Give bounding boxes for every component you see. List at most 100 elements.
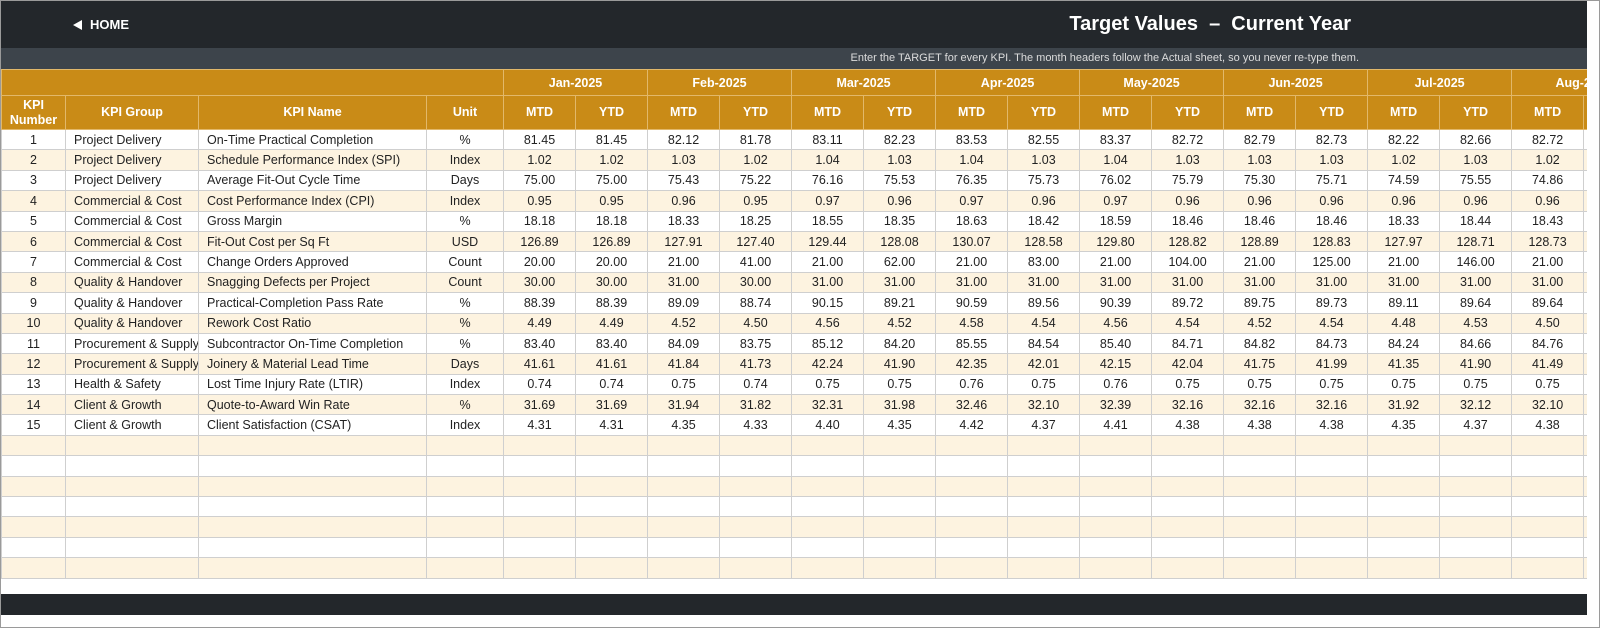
- top-bar: HOME Target Values – Current Year: [1, 1, 1587, 48]
- empty-cell: [1295, 557, 1369, 579]
- cell: 0.75: [1511, 373, 1585, 396]
- cell: [1583, 190, 1587, 212]
- cell: Days: [426, 169, 504, 192]
- instruction-text: Enter the TARGET for every KPI. The mont…: [850, 52, 1360, 64]
- cell: 127.91: [647, 230, 721, 253]
- cell: 75.43: [647, 169, 721, 192]
- cell: 8: [1, 271, 66, 294]
- cell: %: [426, 312, 504, 334]
- sub-header: YTD: [574, 95, 649, 130]
- empty-cell: [198, 496, 427, 518]
- cell: 128.83: [1295, 230, 1369, 253]
- cell: 85.12: [791, 332, 865, 355]
- cell: 4.35: [863, 414, 937, 436]
- cell: 0.96: [1295, 190, 1369, 212]
- cell: 31.00: [1511, 271, 1585, 294]
- cell: 4.38: [1295, 414, 1369, 436]
- month-header: Apr-2025: [935, 69, 1081, 96]
- empty-cell: [1151, 516, 1225, 538]
- cell: %: [426, 332, 504, 355]
- empty-cell: [503, 557, 576, 579]
- empty-cell: [1223, 496, 1297, 518]
- cell: 4.37: [1007, 414, 1081, 436]
- empty-cell: [791, 455, 865, 477]
- cell: 4.56: [791, 312, 865, 334]
- empty-cell: [1367, 434, 1441, 457]
- cell: 18.63: [935, 210, 1009, 232]
- cell: 41.73: [719, 353, 793, 375]
- footer-bar: [1, 594, 1587, 615]
- empty-row: [1, 516, 1587, 538]
- data-row: 7 Commercial & Cost Change Orders Approved…: [1, 251, 1587, 273]
- empty-cell: [1151, 434, 1225, 457]
- sub-header: MTD: [503, 95, 576, 130]
- cell: 0.96: [647, 190, 721, 212]
- empty-cell: [426, 516, 504, 538]
- cell: 89.09: [647, 292, 721, 314]
- cell: 0.74: [574, 373, 649, 396]
- empty-cell: [1511, 536, 1585, 559]
- cell: 20.00: [503, 251, 576, 273]
- home-label: HOME: [90, 17, 129, 32]
- cell: 89.11: [1367, 292, 1441, 314]
- cell: Commercial & Cost: [65, 190, 199, 212]
- cell: 10: [1, 312, 66, 334]
- empty-cell: [935, 475, 1009, 498]
- sub-header: MTD: [935, 95, 1009, 130]
- cell: 89.73: [1295, 292, 1369, 314]
- cell: Quote-to-Award Win Rate: [198, 394, 427, 416]
- cell: 0.74: [719, 373, 793, 396]
- empty-cell: [503, 475, 576, 498]
- cell: 31.98: [863, 394, 937, 416]
- cell: Commercial & Cost: [65, 230, 199, 253]
- empty-cell: [719, 557, 793, 579]
- empty-cell: [503, 536, 576, 559]
- cell: 4.54: [1007, 312, 1081, 334]
- empty-cell: [574, 455, 649, 477]
- empty-cell: [198, 475, 427, 498]
- empty-cell: [863, 536, 937, 559]
- cell: 18.59: [1079, 210, 1153, 232]
- cell: 75.22: [719, 169, 793, 192]
- cell: 18.42: [1007, 210, 1081, 232]
- sub-header: YTD: [1007, 95, 1081, 130]
- cell: 32.10: [1511, 394, 1585, 416]
- home-button[interactable]: HOME: [73, 17, 129, 32]
- cell: 75.53: [863, 169, 937, 192]
- cell: 30.00: [719, 271, 793, 294]
- cell: 83.37: [1079, 128, 1153, 151]
- cell: 1.02: [1367, 149, 1441, 171]
- empty-cell: [1079, 455, 1153, 477]
- cell: 83.11: [791, 128, 865, 151]
- empty-cell: [426, 557, 504, 579]
- data-row: 13 Health & Safety Lost Time Injury Rate (…: [1, 373, 1587, 396]
- data-row: 12 Procurement & Supply Joinery & Material…: [1, 353, 1587, 375]
- cell: 41.99: [1295, 353, 1369, 375]
- header-cell: [1, 69, 504, 96]
- cell: [1583, 394, 1587, 416]
- cell: 84.20: [863, 332, 937, 355]
- cell: 126.89: [503, 230, 576, 253]
- column-header: KPI Name: [198, 95, 427, 130]
- empty-cell: [1151, 496, 1225, 518]
- cell: Project Delivery: [65, 169, 199, 192]
- cell: 83.40: [503, 332, 576, 355]
- cell: 82.12: [647, 128, 721, 151]
- empty-cell: [1007, 455, 1081, 477]
- month-header: Jan-2025: [502, 69, 649, 96]
- cell: 89.64: [1511, 292, 1585, 314]
- cell: 83.75: [719, 332, 793, 355]
- empty-cell: [1151, 557, 1225, 579]
- empty-cell: [719, 516, 793, 538]
- cell: 4.54: [1295, 312, 1369, 334]
- cell: Count: [426, 271, 504, 294]
- cell: 31.00: [647, 271, 721, 294]
- empty-cell: [791, 475, 865, 498]
- empty-cell: [574, 536, 649, 559]
- empty-cell: [935, 536, 1009, 559]
- empty-cell: [1151, 475, 1225, 498]
- sub-header: MTD: [791, 95, 865, 130]
- month-header: Jul-2025: [1367, 69, 1513, 96]
- cell: 1.03: [1223, 149, 1297, 171]
